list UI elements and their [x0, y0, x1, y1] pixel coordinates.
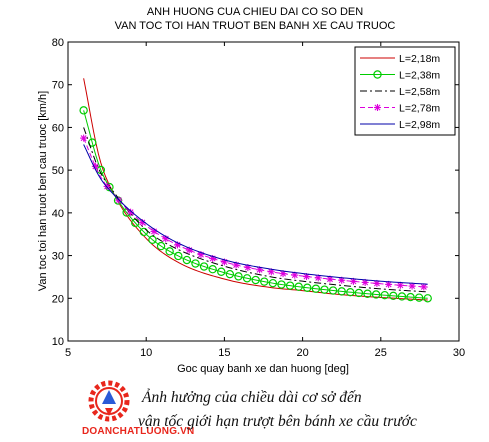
data-point [406, 292, 415, 302]
data-point [380, 290, 389, 300]
data-point [414, 293, 424, 302]
data-point [225, 269, 235, 279]
legend-marker-2 [373, 70, 382, 79]
series-line-5 [83, 144, 428, 285]
x-axis-label: Goc quay banh xe dan huong [deg] [177, 363, 349, 375]
data-point [337, 287, 346, 296]
y-tick-label: 60 [52, 122, 64, 134]
data-point [182, 255, 192, 265]
data-point [79, 106, 88, 115]
data-point [311, 284, 321, 293]
data-point [346, 287, 355, 297]
y-tick-label: 20 [52, 293, 64, 305]
series-line-4 [83, 137, 428, 288]
y-tick-label: 30 [52, 251, 64, 263]
y-tick-label: 40 [52, 208, 64, 220]
data-point [363, 289, 372, 298]
x-tick-label: 20 [296, 347, 308, 359]
data-point [165, 247, 174, 256]
y-tick-label: 70 [52, 80, 64, 92]
data-point [268, 278, 278, 288]
x-tick-label: 15 [218, 347, 230, 359]
data-point [354, 288, 364, 298]
data-point [208, 265, 217, 274]
y-axis-label: Van toc toi han truot ben cau truoc [km/… [37, 91, 49, 291]
data-point [148, 235, 157, 244]
data-point [103, 182, 111, 190]
data-point [139, 227, 149, 237]
data-point [260, 277, 269, 286]
data-point [267, 268, 275, 276]
legend-label-3: L=2,58m [399, 86, 440, 98]
legend-marker-4 [374, 104, 381, 111]
y-tick-label: 80 [52, 37, 64, 49]
chart-title-line2: VAN TOC TOI HAN TRUOT BEN BANH XE CAU TR… [115, 20, 396, 32]
caption-line2: vận tốc giới hạn trượt bên bánh xe cầu t… [138, 413, 417, 430]
x-tick-label: 25 [375, 347, 387, 359]
data-point [251, 275, 260, 285]
x-tick-label: 5 [65, 347, 71, 359]
data-point [303, 283, 312, 292]
legend-label-1: L=2,18m [399, 53, 440, 65]
data-point [127, 208, 135, 216]
data-point [242, 274, 252, 283]
data-point [314, 274, 322, 282]
chart-figure: ANH HUONG CUA CHIEU DAI CO SO DEN VAN TO… [37, 6, 465, 375]
legend-label-4: L=2,78m [399, 103, 440, 115]
data-point [371, 290, 381, 299]
data-point [191, 259, 200, 268]
data-point [285, 281, 295, 290]
caption-line1: Ảnh hưởng của chiều dài cơ sở đến [142, 389, 362, 406]
x-tick-label: 30 [453, 347, 465, 359]
watermark-text: DOANCHATLUONG.VN [82, 426, 195, 437]
data-point [328, 286, 338, 295]
data-point [320, 285, 329, 294]
data-point [279, 270, 287, 278]
data-point [174, 251, 183, 261]
data-point [277, 280, 286, 289]
y-tick-label: 10 [52, 336, 64, 348]
data-point [389, 291, 398, 301]
data-point [91, 162, 99, 170]
data-point [291, 271, 299, 279]
data-point [294, 282, 303, 291]
y-tick-label: 50 [52, 165, 64, 177]
series-markers-4 [80, 134, 428, 291]
data-point [423, 294, 432, 303]
data-point [397, 292, 407, 301]
data-point [156, 241, 166, 251]
legend-label-5: L=2,98m [399, 119, 440, 131]
legend: L=2,18m L=2,38m L=2,58m L=2,78m L=2,98m [354, 46, 456, 136]
figure-caption: Ảnh hưởng của chiều dài cơ sở đến vận tố… [138, 386, 468, 434]
legend-label-2: L=2,38m [399, 70, 440, 82]
x-tick-label: 10 [140, 347, 152, 359]
data-point [80, 134, 88, 142]
series-group [79, 78, 432, 303]
data-point [420, 283, 428, 291]
data-point [234, 272, 243, 281]
series-line-3 [83, 127, 428, 293]
data-point [396, 281, 404, 289]
data-point [217, 267, 226, 276]
chart-title-line1: ANH HUONG CUA CHIEU DAI CO SO DEN [147, 6, 363, 18]
data-point [199, 262, 209, 271]
gear-logo-icon [88, 380, 130, 422]
